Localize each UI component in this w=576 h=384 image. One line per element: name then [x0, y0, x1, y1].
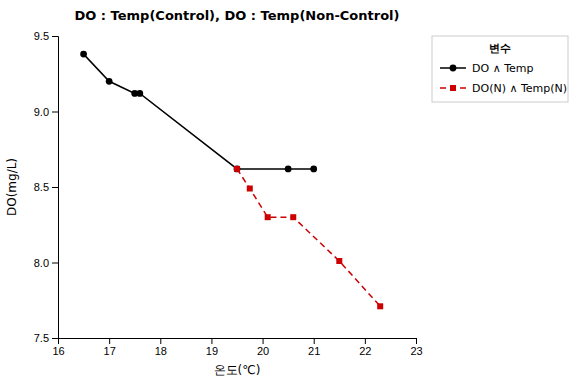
x-axis-tick: 19 [206, 338, 218, 357]
y-axis-tick-mark [52, 36, 58, 37]
y-axis-tick-label: 8.0 [34, 257, 49, 269]
legend-item: DO(N) ∧ Temp(N) [440, 82, 567, 95]
data-point [290, 214, 296, 220]
x-axis-tick-label: 23 [410, 345, 422, 357]
series-line [237, 169, 380, 306]
x-axis-tick-label: 20 [257, 345, 269, 357]
x-axis-tick-label: 17 [104, 345, 116, 357]
data-point [106, 78, 113, 85]
x-axis-tick-mark [365, 338, 366, 344]
x-axis-tick: 20 [257, 338, 269, 357]
y-axis-tick-mark [52, 187, 58, 188]
y-axis-tick: 9.0 [34, 106, 58, 118]
x-axis-title: 온도(℃) [214, 363, 261, 377]
x-axis-tick: 21 [308, 338, 320, 357]
data-point [234, 166, 240, 172]
title: DO : Temp(Control), DO : Temp(Non-Contro… [75, 8, 400, 23]
y-axis-tick-label: 9.0 [34, 106, 49, 118]
x-axis-tick: 22 [359, 338, 371, 357]
y-axis-tick: 8.5 [34, 181, 58, 193]
y-axis-tick-mark [52, 338, 58, 339]
legend-marker [450, 65, 457, 72]
x-axis-tick-mark [211, 338, 212, 344]
y-axis-tick-mark [52, 263, 58, 264]
x-axis-tick: 18 [155, 338, 167, 357]
y-axis-tick: 8.0 [34, 257, 58, 269]
y-axis-tick: 7.5 [34, 332, 58, 344]
x-axis-tick-mark [416, 338, 417, 344]
x-axis-tick-label: 18 [155, 345, 167, 357]
x-axis-tick: 16 [52, 338, 64, 357]
data-point [80, 51, 87, 58]
x-axis-tick-label: 21 [308, 345, 320, 357]
x-axis-tick-mark [314, 338, 315, 344]
legend-label: DO(N) ∧ Temp(N) [472, 82, 567, 95]
x-axis-tick-label: 19 [206, 345, 218, 357]
legend-title: 변수 [489, 42, 511, 55]
legend-frame [432, 36, 568, 102]
y-axis-tick-mark [52, 112, 58, 113]
data-point [136, 90, 143, 97]
data-point [377, 303, 383, 309]
data-point [285, 165, 292, 172]
x-axis-tick-mark [160, 338, 161, 344]
x-axis-tick-mark [263, 338, 264, 344]
x-axis-tick: 23 [410, 338, 422, 357]
marks [80, 51, 383, 310]
x-axis: 16 17 18 19 20 21 22 23 [52, 338, 422, 357]
plot-area: 16 17 18 19 20 21 22 23 7.5 8.0 8.5 9.0 9.5 [34, 30, 423, 357]
legend-marker [450, 85, 456, 91]
x-axis-tick-mark [109, 338, 110, 344]
y-axis-tick-label: 8.5 [34, 181, 49, 193]
legend-item: DO ∧ Temp [440, 62, 534, 75]
y-axis: 7.5 8.0 8.5 9.0 9.5 [34, 30, 59, 344]
legend-label: DO ∧ Temp [472, 62, 534, 75]
chart: 16 17 18 19 20 21 22 23 7.5 8.0 8.5 9.0 9.5 DO : Temp… [0, 0, 576, 384]
y-axis-tick-label: 9.5 [34, 30, 49, 42]
x-axis-tick-label: 22 [359, 345, 371, 357]
y-axis-tick-label: 7.5 [34, 332, 49, 344]
x-axis-tick-label: 16 [52, 345, 64, 357]
data-point [265, 214, 271, 220]
data-point [336, 258, 342, 264]
legend: 변수 DO ∧ Temp DO(N) ∧ Temp(N) [432, 36, 568, 102]
data-point [247, 186, 253, 192]
data-point [234, 165, 241, 172]
data-point [310, 165, 317, 172]
x-axis-line [59, 339, 417, 345]
y-axis-line [52, 37, 59, 339]
y-axis-title: DO(mg/L) [5, 158, 19, 216]
y-axis-tick: 9.5 [34, 30, 58, 42]
series-line [84, 54, 314, 169]
x-axis-tick: 17 [104, 338, 116, 357]
